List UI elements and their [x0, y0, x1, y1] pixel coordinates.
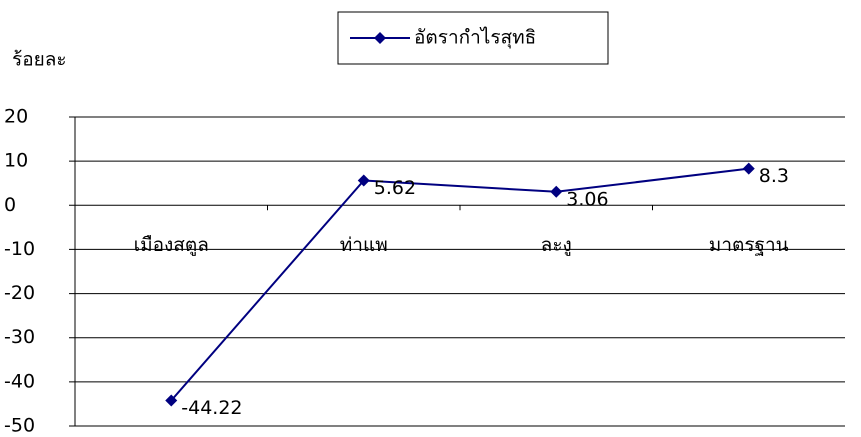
y-tick-label: 20 [4, 106, 28, 128]
data-label: 3.06 [566, 188, 608, 210]
x-tick-label: ท่าแพ [340, 234, 388, 256]
y-tick-label: -20 [4, 282, 35, 304]
legend-label: อัตรากำไรสุทธิ [414, 27, 536, 50]
series-line [170, 167, 749, 402]
x-tick-label: ละงู [541, 234, 572, 256]
point [165, 394, 178, 407]
y-tick-label: -10 [4, 238, 35, 260]
y-axis-label: ร้อยละ [12, 49, 67, 71]
data-label: -44.22 [181, 397, 242, 419]
legend-marker [374, 32, 386, 44]
y-tick-label: 10 [4, 150, 28, 172]
point [742, 162, 755, 175]
point [357, 174, 370, 187]
data-label: 8.3 [759, 165, 789, 187]
y-tick-label: 0 [4, 194, 16, 216]
x-tick-label: เมืองสตูล [134, 234, 209, 256]
y-tick-label: -30 [4, 326, 35, 348]
x-tick-label: มาตรฐาน [709, 234, 789, 256]
point [550, 185, 563, 198]
y-tick-label: -50 [4, 415, 35, 437]
data-label: 5.62 [374, 177, 416, 199]
y-tick-label: -40 [4, 370, 35, 392]
